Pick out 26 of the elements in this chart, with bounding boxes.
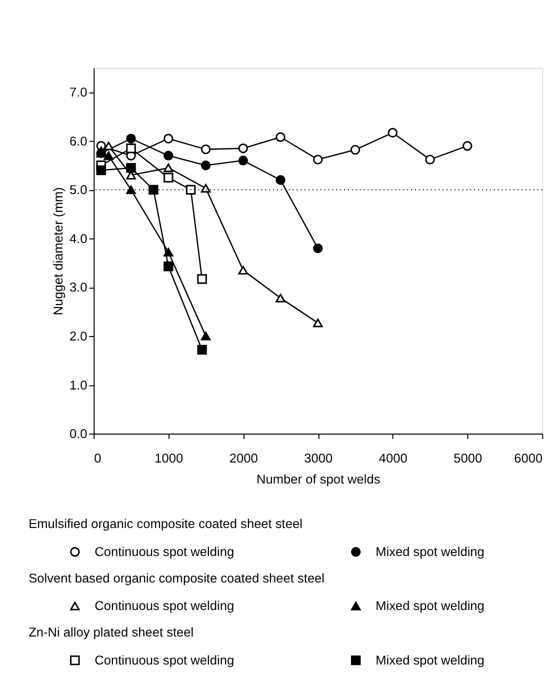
text: Solvent based organic composite coated sheet steel [28, 570, 325, 586]
y-tick-label: 4.0 [69, 230, 88, 246]
x-axis-title: Number of spot welds [256, 471, 380, 486]
x-tick-label: 6000 [514, 450, 543, 466]
x-tick-label: 3000 [304, 450, 333, 466]
y-tick-label: 2.0 [69, 328, 88, 344]
text: Zn-Ni alloy plated sheet steel [28, 624, 194, 640]
text: Emulsified organic composite coated sheet steel [28, 516, 302, 532]
legend-label: Continuous spot welding [94, 598, 234, 614]
y-tick-label: 7.0 [69, 84, 88, 100]
y-tick-label: 5.0 [69, 182, 88, 198]
x-tick-label: 1000 [154, 450, 184, 466]
y-tick-label: 3.0 [69, 280, 88, 295]
legend-label: Mixed spot welding [376, 652, 484, 668]
y-tick-label: 0.0 [69, 426, 88, 442]
legend-label: Mixed spot welding [376, 598, 484, 614]
y-axis-title: Nugget diameter (mm) [50, 187, 66, 316]
y-tick-label: 6.0 [69, 133, 88, 148]
legend-label: Mixed spot welding [376, 544, 484, 559]
x-tick-label: 2000 [229, 450, 258, 466]
x-tick-label: 5000 [454, 450, 482, 466]
legend-label: Continuous spot welding [94, 544, 234, 559]
x-tick-label: 0 [94, 450, 102, 466]
y-tick-label: 1.0 [69, 377, 88, 392]
legend-label: Continuous spot welding [94, 652, 234, 668]
x-tick-label: 4000 [378, 450, 408, 466]
